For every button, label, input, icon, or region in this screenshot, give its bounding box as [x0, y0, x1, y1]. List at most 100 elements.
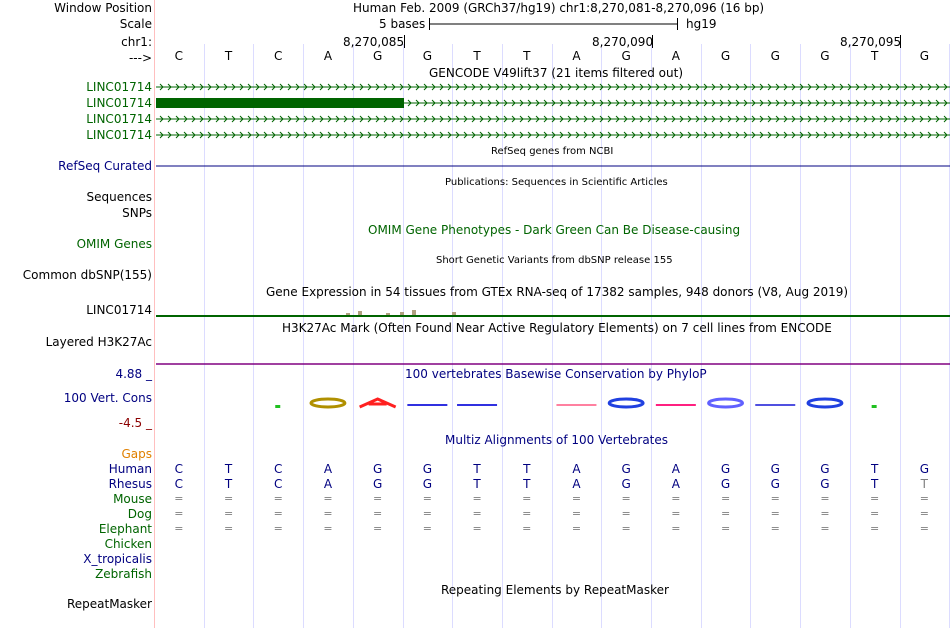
multiz-title[interactable]: Multiz Alignments of 100 Vertebrates — [445, 433, 669, 447]
elephant-base-5: = — [373, 522, 383, 535]
mouse-base-4: = — [323, 492, 333, 505]
elephant-base-13: = — [770, 522, 780, 535]
gencode-item-3[interactable]: LINC01714 — [86, 112, 152, 126]
species-zebrafish[interactable]: Zebrafish — [95, 567, 152, 581]
phylop-mark — [755, 404, 796, 406]
phylop-min: -4.5 _ — [118, 416, 152, 430]
gaps-label[interactable]: Gaps — [121, 447, 152, 461]
base-2: T — [224, 49, 233, 63]
phylop-mark — [359, 397, 397, 409]
human-base-6: G — [422, 462, 432, 476]
snps-label[interactable]: SNPs — [122, 206, 152, 220]
strand-chevrons — [159, 83, 948, 91]
base-12: G — [720, 49, 731, 63]
species-dog[interactable]: Dog — [127, 507, 152, 521]
human-base-13: G — [770, 462, 780, 476]
base-10: G — [621, 49, 631, 63]
phylop-mark — [309, 397, 347, 409]
species-rhesus[interactable]: Rhesus — [108, 477, 152, 491]
human-base-12: G — [720, 462, 731, 476]
strand-chevrons — [159, 131, 948, 139]
human-base-4: A — [323, 462, 333, 476]
scale-bar-text: 5 bases — [379, 17, 426, 31]
rhesus-base-13: G — [770, 477, 780, 491]
dog-base-4: = — [323, 507, 333, 520]
elephant-base-12: = — [720, 522, 731, 535]
dbsnp-label[interactable]: Common dbSNP(155) — [22, 268, 152, 282]
mouse-base-13: = — [770, 492, 780, 505]
human-base-11: A — [671, 462, 680, 476]
phylop-mark — [607, 397, 645, 409]
base-7: T — [473, 49, 481, 63]
repeatmasker-label[interactable]: RepeatMasker — [66, 597, 152, 611]
elephant-base-7: = — [472, 522, 482, 535]
human-base-10: G — [621, 462, 631, 476]
gencode-item-1[interactable]: LINC01714 — [86, 80, 152, 94]
human-base-5: G — [372, 462, 383, 476]
refseq-title[interactable]: RefSeq genes from NCBI — [491, 146, 614, 157]
human-base-16: G — [919, 462, 929, 476]
omim-label[interactable]: OMIM Genes — [76, 237, 152, 251]
gtex-bar — [358, 311, 362, 315]
elephant-base-3: = — [273, 522, 283, 535]
phylop-mark — [806, 397, 844, 409]
h3k27ac-title[interactable]: H3K27Ac Mark (Often Found Near Active Re… — [282, 321, 832, 335]
gene-exon — [156, 98, 404, 108]
window-position-label: Window Position — [54, 1, 152, 15]
human-base-7: T — [473, 462, 481, 476]
dog-base-8: = — [522, 507, 532, 520]
elephant-base-8: = — [522, 522, 532, 535]
rhesus-base-12: G — [720, 477, 731, 491]
base-6: G — [422, 49, 432, 63]
base-1: C — [174, 49, 184, 63]
elephant-base-1: = — [174, 522, 184, 535]
h3k27ac-label[interactable]: Layered H3K27Ac — [45, 335, 152, 349]
elephant-base-10: = — [621, 522, 631, 535]
assembly-short: hg19 — [686, 17, 717, 31]
repeatmasker-title[interactable]: Repeating Elements by RepeatMasker — [441, 583, 669, 597]
rhesus-base-6: G — [422, 477, 432, 491]
phylop-title[interactable]: 100 vertebrates Basewise Conservation by… — [405, 367, 707, 381]
rhesus-base-2: T — [224, 477, 233, 491]
gtex-label[interactable]: LINC01714 — [86, 303, 152, 317]
gencode-item-2[interactable]: LINC01714 — [86, 96, 152, 110]
elephant-base-4: = — [323, 522, 333, 535]
elephant-base-6: = — [422, 522, 432, 535]
dbsnp-title[interactable]: Short Genetic Variants from dbSNP releas… — [436, 255, 673, 266]
phylop-mark — [707, 397, 745, 409]
assembly-position: Human Feb. 2009 (GRCh37/hg19) chr1:8,270… — [353, 1, 765, 15]
elephant-base-11: = — [671, 522, 681, 535]
base-9: A — [572, 49, 581, 63]
dog-base-16: = — [919, 507, 929, 520]
elephant-base-15: = — [870, 522, 880, 535]
refseq-label[interactable]: RefSeq Curated — [58, 159, 152, 173]
dog-base-10: = — [621, 507, 631, 520]
mouse-base-9: = — [571, 492, 582, 505]
elephant-base-9: = — [571, 522, 582, 535]
publications-title[interactable]: Publications: Sequences in Scientific Ar… — [445, 177, 668, 188]
strand-label: ---> — [128, 51, 152, 65]
rhesus-base-3: C — [274, 477, 283, 491]
gencode-title[interactable]: GENCODE V49lift37 (21 items filtered out… — [429, 66, 684, 80]
mouse-base-12: = — [720, 492, 731, 505]
species-human[interactable]: Human — [108, 462, 152, 476]
mouse-base-2: = — [223, 492, 234, 505]
gencode-item-4[interactable]: LINC01714 — [86, 128, 152, 142]
human-base-14: G — [820, 462, 830, 476]
phylop-mark — [655, 404, 696, 406]
species-elephant[interactable]: Elephant — [98, 522, 152, 536]
species-mouse[interactable]: Mouse — [113, 492, 152, 506]
scale-label: Scale — [119, 17, 152, 31]
phylop-label[interactable]: 100 Vert. Cons — [63, 391, 152, 405]
mouse-base-3: = — [273, 492, 283, 505]
species-x-tropicalis[interactable]: X_tropicalis — [83, 552, 152, 566]
base-13: G — [770, 49, 780, 63]
gtex-title[interactable]: Gene Expression in 54 tissues from GTEx … — [266, 285, 849, 299]
gtex-bar — [386, 313, 390, 315]
sequences-label[interactable]: Sequences — [86, 190, 152, 204]
species-chicken[interactable]: Chicken — [104, 537, 152, 551]
gtex-bar — [452, 312, 456, 315]
omim-title[interactable]: OMIM Gene Phenotypes - Dark Green Can Be… — [368, 223, 741, 237]
dog-base-7: = — [472, 507, 482, 520]
